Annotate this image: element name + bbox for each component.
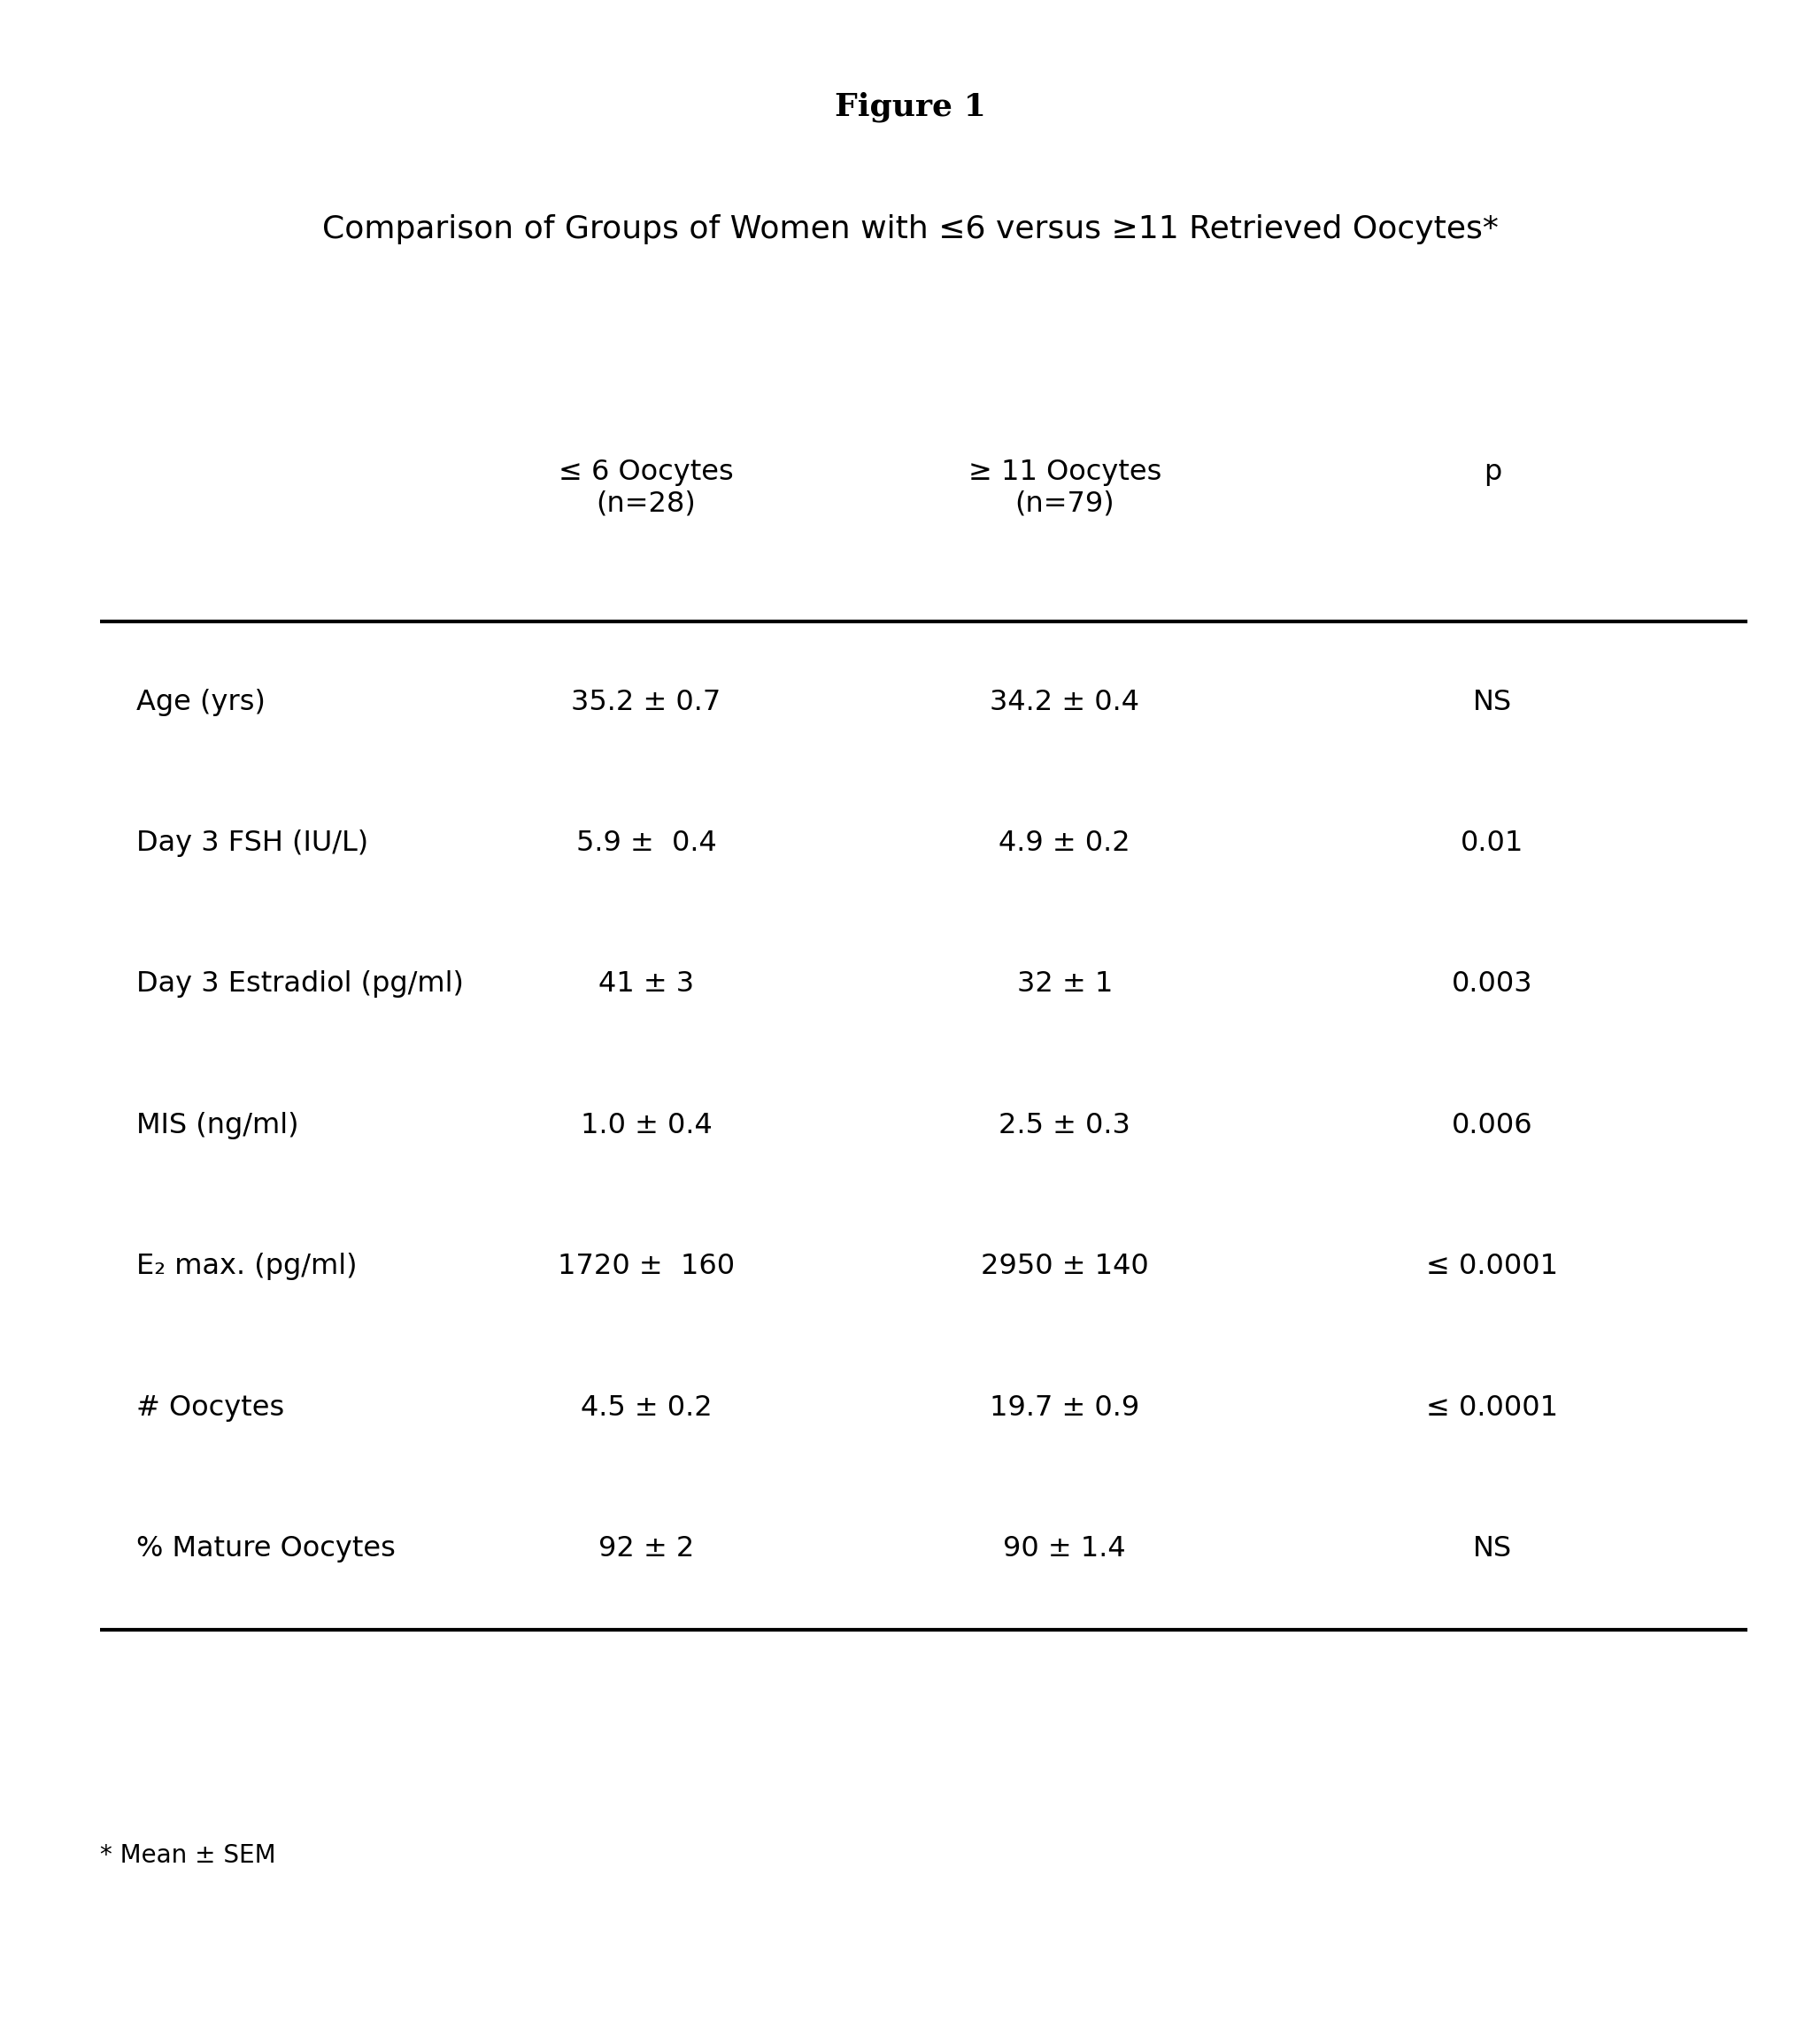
- Text: 2.5 ± 0.3: 2.5 ± 0.3: [999, 1112, 1130, 1139]
- Text: 0.006: 0.006: [1452, 1112, 1532, 1139]
- Text: ≥ 11 Oocytes
(n=79): ≥ 11 Oocytes (n=79): [968, 458, 1161, 517]
- Text: ≤ 0.0001: ≤ 0.0001: [1427, 1253, 1558, 1281]
- Text: ≤ 0.0001: ≤ 0.0001: [1427, 1393, 1558, 1422]
- Text: p: p: [1483, 458, 1501, 485]
- Text: 35.2 ± 0.7: 35.2 ± 0.7: [571, 689, 721, 715]
- Text: % Mature Oocytes: % Mature Oocytes: [136, 1536, 395, 1562]
- Text: 41 ± 3: 41 ± 3: [599, 970, 693, 998]
- Text: # Oocytes: # Oocytes: [136, 1393, 284, 1422]
- Text: 90 ± 1.4: 90 ± 1.4: [1003, 1536, 1127, 1562]
- Text: NS: NS: [1472, 1536, 1512, 1562]
- Text: Age (yrs): Age (yrs): [136, 689, 266, 715]
- Text: 1720 ±  160: 1720 ± 160: [557, 1253, 735, 1281]
- Text: 2950 ± 140: 2950 ± 140: [981, 1253, 1148, 1281]
- Text: 0.01: 0.01: [1461, 829, 1523, 858]
- Text: 1.0 ± 0.4: 1.0 ± 0.4: [581, 1112, 712, 1139]
- Text: ≤ 6 Oocytes
(n=28): ≤ 6 Oocytes (n=28): [559, 458, 733, 517]
- Text: * Mean ± SEM: * Mean ± SEM: [100, 1843, 277, 1868]
- Text: 4.9 ± 0.2: 4.9 ± 0.2: [999, 829, 1130, 858]
- Text: Comparison of Groups of Women with ≤6 versus ≥11 Retrieved Oocytes*: Comparison of Groups of Women with ≤6 ve…: [322, 214, 1498, 244]
- Text: 19.7 ± 0.9: 19.7 ± 0.9: [990, 1393, 1139, 1422]
- Text: 92 ± 2: 92 ± 2: [599, 1536, 693, 1562]
- Text: E₂ max. (pg/ml): E₂ max. (pg/ml): [136, 1253, 357, 1281]
- Text: 4.5 ± 0.2: 4.5 ± 0.2: [581, 1393, 712, 1422]
- Text: MIS (ng/ml): MIS (ng/ml): [136, 1112, 298, 1139]
- Text: Day 3 FSH (IU/L): Day 3 FSH (IU/L): [136, 829, 368, 858]
- Text: 0.003: 0.003: [1452, 970, 1532, 998]
- Text: Day 3 Estradiol (pg/ml): Day 3 Estradiol (pg/ml): [136, 970, 464, 998]
- Text: 32 ± 1: 32 ± 1: [1017, 970, 1112, 998]
- Text: Figure 1: Figure 1: [834, 92, 986, 122]
- Text: 34.2 ± 0.4: 34.2 ± 0.4: [990, 689, 1139, 715]
- Text: 5.9 ±  0.4: 5.9 ± 0.4: [575, 829, 717, 858]
- Text: NS: NS: [1472, 689, 1512, 715]
